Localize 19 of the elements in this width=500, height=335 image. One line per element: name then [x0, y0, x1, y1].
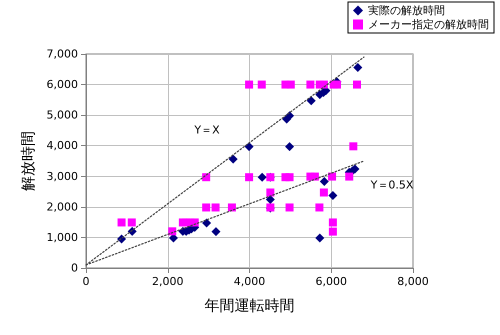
x-tick-label: 0 [82, 275, 90, 288]
x-axis-title: 年間運転時間 [204, 296, 294, 314]
x-tick-label: 4,000 [234, 275, 266, 288]
legend-label: メーカー指定の解放時間 [368, 18, 489, 31]
y-tick-label: 0 [71, 262, 78, 274]
x-tick-label: 8,000 [397, 275, 429, 288]
x-tick-label: 2,000 [152, 275, 184, 288]
y-tick-label: 4,000 [46, 139, 78, 152]
y-tick-label: 2,000 [46, 200, 78, 214]
y-tick-label: 6,000 [46, 78, 78, 92]
y-tick-label: 7,000 [46, 48, 78, 60]
y-axis-title: 解放時間 [19, 131, 38, 191]
legend-label: 実際の解放時間 [368, 4, 445, 17]
annotation: Y＝0.5X [370, 178, 414, 192]
annotation: Y＝X [193, 124, 220, 136]
x-tick-label: 6,000 [316, 275, 347, 288]
y-tick-label: 5,000 [46, 108, 78, 122]
y-tick-label: 3,000 [46, 170, 78, 183]
y-tick-label: 1,000 [46, 230, 78, 244]
